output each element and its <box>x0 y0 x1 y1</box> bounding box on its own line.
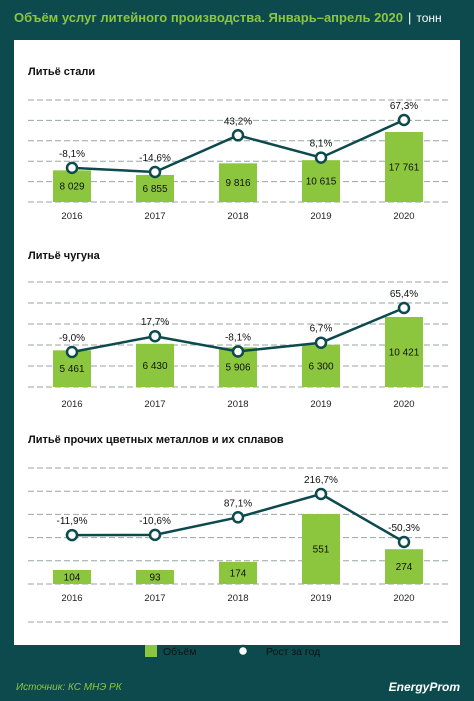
title-separator: | <box>407 10 412 25</box>
growth-point <box>314 336 328 349</box>
bar <box>219 163 257 202</box>
growth-label: 17,7% <box>141 317 169 328</box>
logo-text: EnergyProm <box>388 680 460 694</box>
bar <box>385 132 423 202</box>
chart-title: Литьё стали <box>28 66 95 78</box>
bar-value-label: 6 430 <box>142 361 167 372</box>
x-tick-label: 2016 <box>61 593 82 604</box>
growth-point <box>148 528 162 542</box>
chart-title: Литьё прочих цветных металлов и их сплав… <box>28 434 284 446</box>
growth-point <box>231 511 245 524</box>
growth-point <box>231 129 245 142</box>
growth-label: -50,3% <box>388 523 420 534</box>
bar <box>302 160 340 202</box>
x-tick-label: 2016 <box>61 211 82 222</box>
bar <box>302 344 340 387</box>
bar-value-label: 5 906 <box>225 363 250 374</box>
growth-point <box>65 528 79 542</box>
growth-label: 87,1% <box>224 498 252 509</box>
bar <box>302 514 340 584</box>
growth-label: -8,1% <box>59 149 85 160</box>
legend-point-swatch <box>236 644 250 658</box>
bar <box>385 317 423 387</box>
growth-point <box>148 329 162 343</box>
x-tick-label: 2020 <box>393 211 414 222</box>
bar <box>385 549 423 584</box>
bar <box>53 570 91 584</box>
bar <box>136 570 174 584</box>
growth-label: 65,4% <box>390 289 418 300</box>
growth-point <box>397 113 411 127</box>
bar-value-label: 9 816 <box>225 178 250 189</box>
bar-value-label: 10 421 <box>389 348 420 359</box>
x-tick-label: 2019 <box>310 211 331 222</box>
source-note: Источник: КС МНЭ РК <box>16 682 122 693</box>
growth-label: -9,0% <box>59 333 85 344</box>
growth-point <box>397 535 411 549</box>
title-unit: тонн <box>416 11 442 25</box>
page-title: Объём услуг литейного производства. Янва… <box>14 10 442 25</box>
growth-point <box>314 487 328 501</box>
legend-growth-label: Рост за год <box>266 646 320 658</box>
x-tick-label: 2018 <box>227 593 248 604</box>
bar <box>219 561 257 584</box>
growth-label: 216,7% <box>304 475 338 486</box>
growth-point <box>397 301 411 315</box>
x-tick-label: 2019 <box>310 399 331 410</box>
growth-label: -8,1% <box>225 332 251 343</box>
legend-volume-label: Объём <box>163 646 196 658</box>
bar-value-label: 551 <box>313 545 330 556</box>
x-tick-label: 2017 <box>144 211 165 222</box>
growth-label: -10,6% <box>139 516 171 527</box>
x-tick-label: 2017 <box>144 399 165 410</box>
growth-point <box>314 151 328 164</box>
x-tick-label: 2020 <box>393 399 414 410</box>
growth-point <box>231 345 245 358</box>
x-tick-label: 2017 <box>144 593 165 604</box>
bar-value-label: 17 761 <box>389 163 420 174</box>
bar-value-label: 174 <box>230 568 247 579</box>
x-tick-label: 2018 <box>227 211 248 222</box>
x-tick-label: 2018 <box>227 399 248 410</box>
bar-value-label: 8 029 <box>59 182 84 193</box>
footer <box>0 672 474 701</box>
bar-value-label: 10 615 <box>306 177 337 188</box>
title-text: Объём услуг литейного производства. Янва… <box>14 10 403 25</box>
chart-title: Литьё чугуна <box>28 250 101 262</box>
bar <box>136 343 174 387</box>
bar-value-label: 5 461 <box>59 364 84 375</box>
growth-point <box>148 165 162 179</box>
bar-value-label: 6 855 <box>142 184 167 195</box>
bar-value-label: 93 <box>149 573 161 584</box>
growth-label: -14,6% <box>139 153 171 164</box>
bar <box>136 174 174 202</box>
growth-label: -11,9% <box>57 516 88 527</box>
bar-value-label: 274 <box>396 562 413 573</box>
x-tick-label: 2019 <box>310 593 331 604</box>
growth-label: 8,1% <box>310 139 333 150</box>
bar <box>53 170 91 202</box>
growth-label: 6,7% <box>310 324 333 335</box>
legend-bar-swatch <box>145 645 157 657</box>
growth-label: 67,3% <box>390 101 418 112</box>
growth-label: 43,2% <box>224 116 252 127</box>
growth-point <box>65 161 79 175</box>
bar-value-label: 6 300 <box>308 361 333 372</box>
growth-point <box>65 345 79 359</box>
brand-logo: EnergyProm <box>389 680 460 694</box>
x-tick-label: 2020 <box>393 593 414 604</box>
bar-value-label: 104 <box>64 573 81 584</box>
x-tick-label: 2016 <box>61 399 82 410</box>
